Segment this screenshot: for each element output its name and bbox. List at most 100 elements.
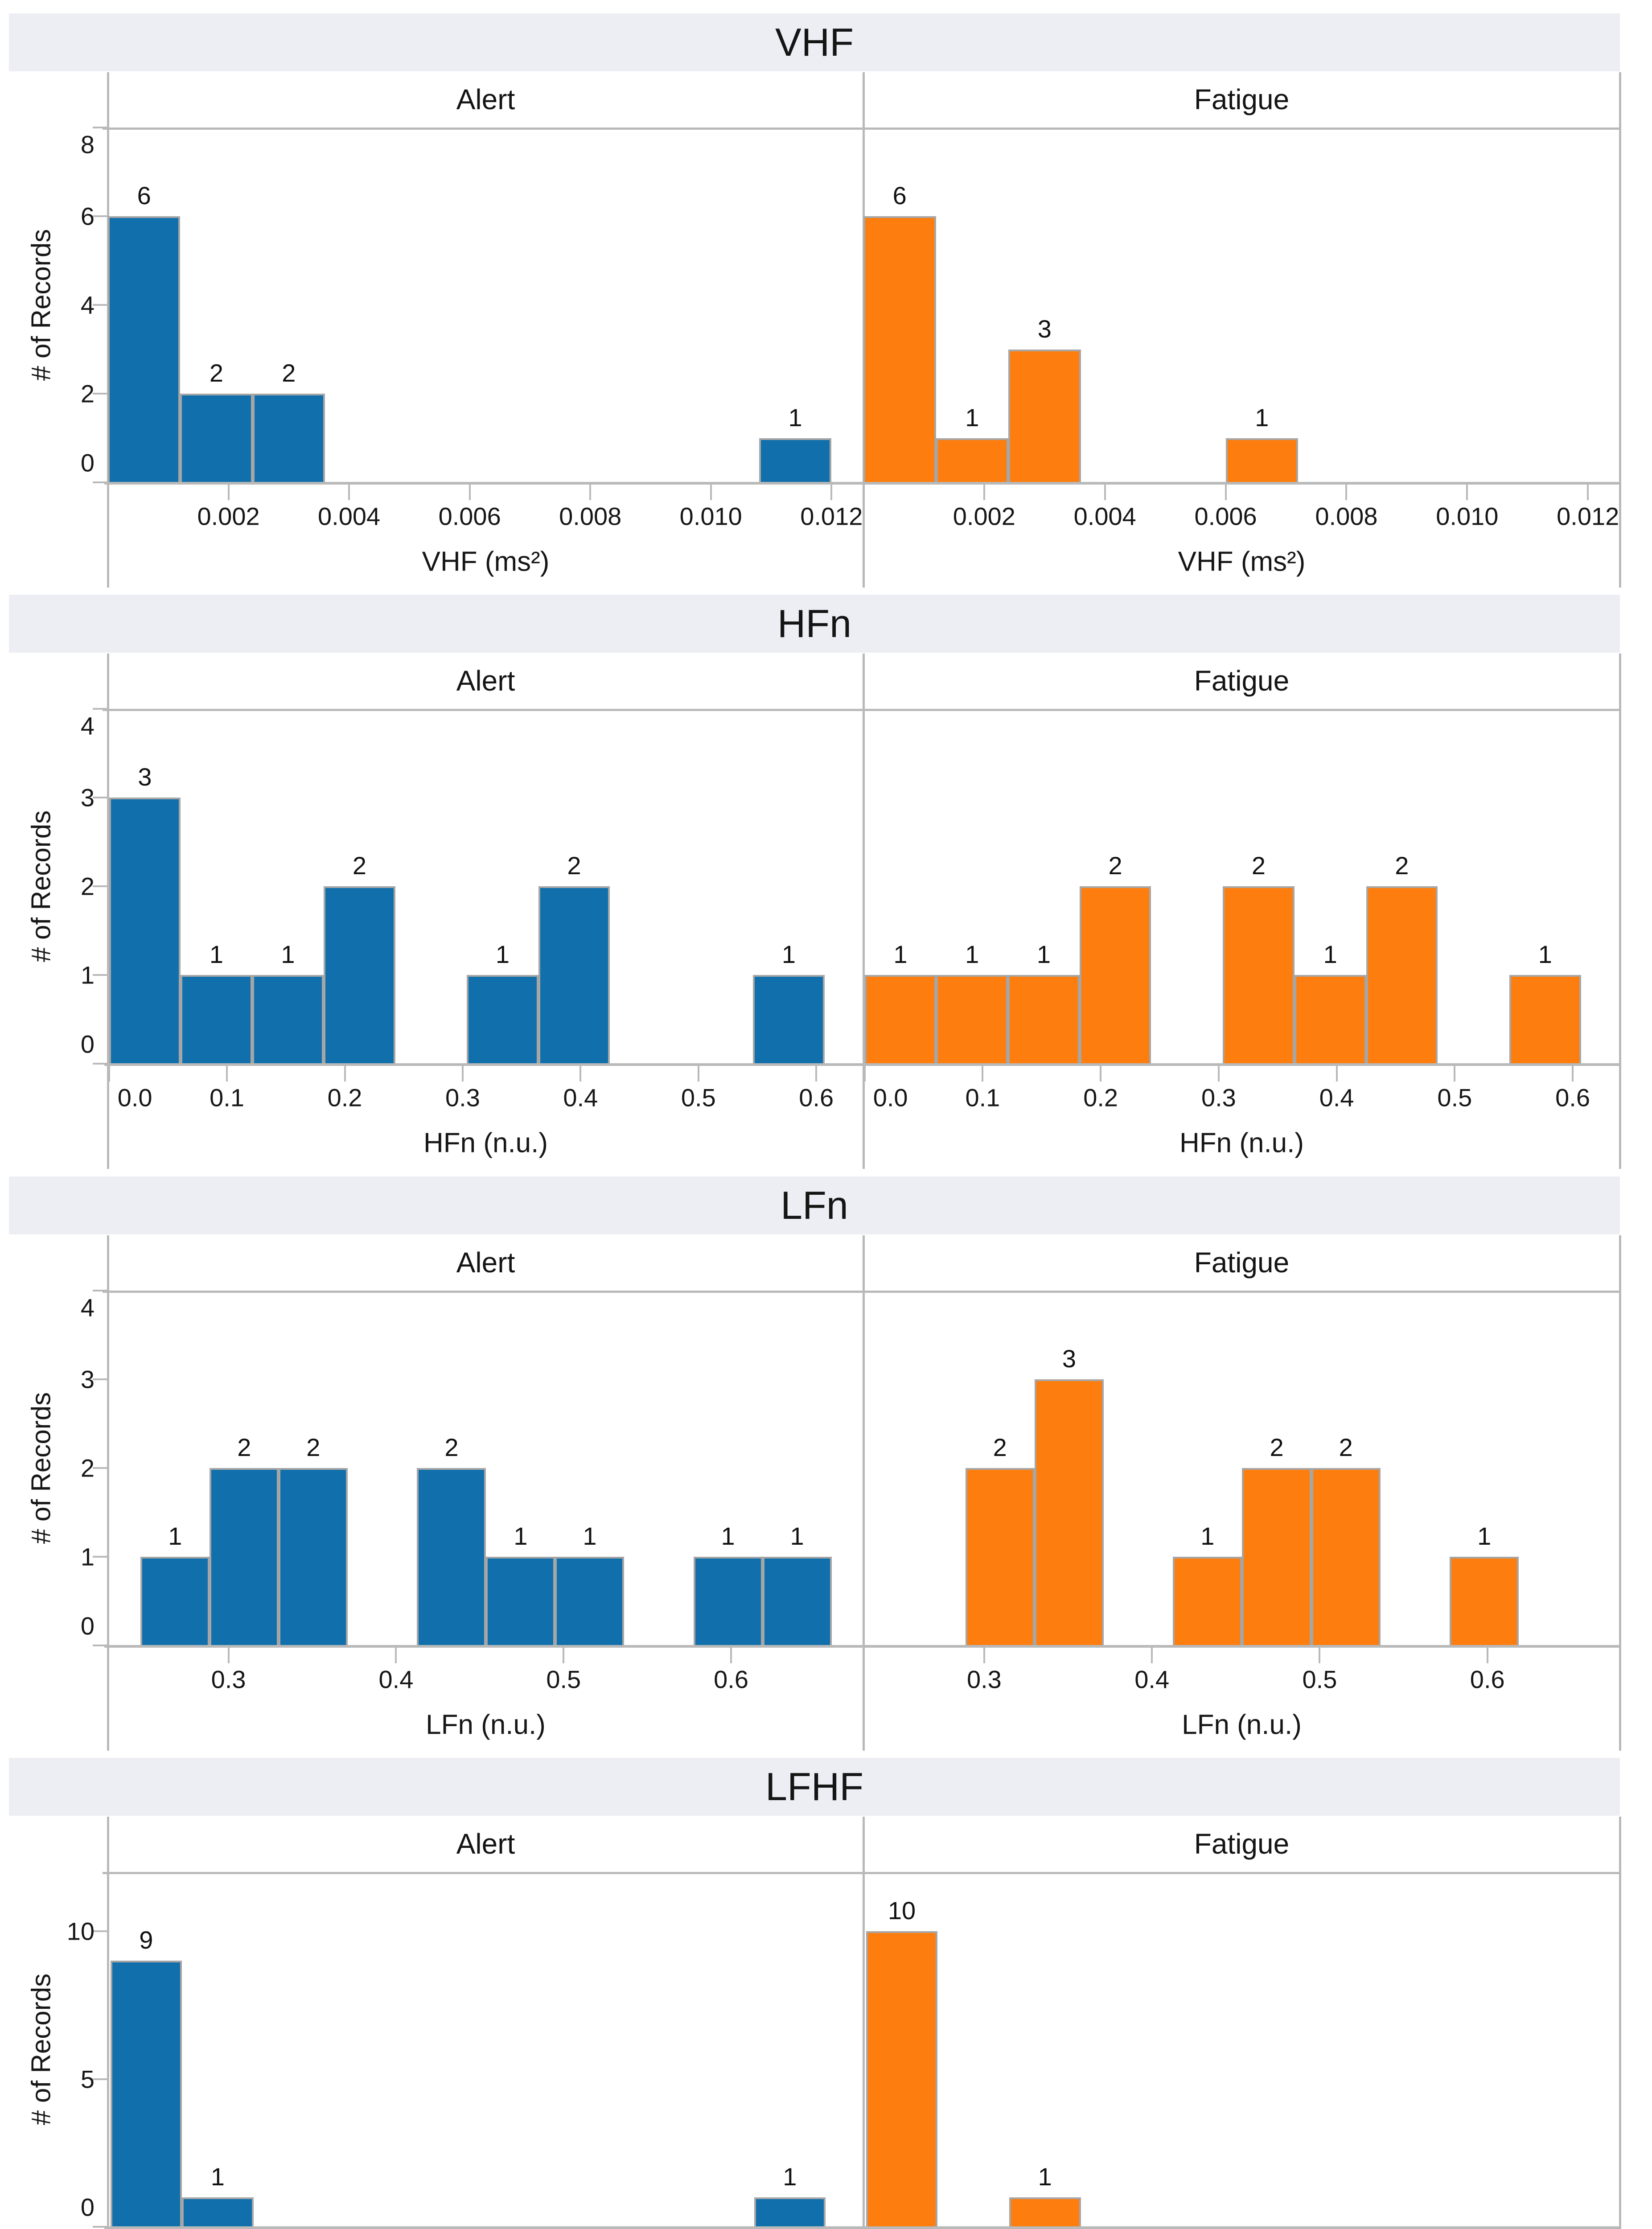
bar-count-label: 1 bbox=[281, 940, 295, 969]
histogram-bar-alert[interactable] bbox=[753, 975, 825, 1065]
y-tick-label: 2 bbox=[80, 1454, 95, 1482]
column-header-alert: Alert bbox=[456, 665, 515, 697]
histogram-bar-fatigue[interactable] bbox=[965, 1468, 1035, 1647]
y-axis-tick bbox=[93, 1644, 108, 1646]
column-divider-line bbox=[863, 1235, 865, 1751]
bar-count-label: 1 bbox=[1200, 1522, 1215, 1550]
histogram-bar-fatigue[interactable] bbox=[1294, 975, 1366, 1065]
x-tick-label: 0.010 bbox=[679, 502, 742, 531]
histogram-bar-alert[interactable] bbox=[210, 1468, 279, 1647]
histogram-bar-alert[interactable] bbox=[110, 1961, 182, 2229]
bar-count-label: 2 bbox=[1270, 1433, 1284, 1461]
plot-right-border bbox=[1619, 1817, 1621, 2229]
bar-count-label: 1 bbox=[583, 1522, 597, 1550]
y-tick-label: 0 bbox=[80, 2193, 95, 2221]
bar-count-label: 1 bbox=[965, 403, 979, 432]
histogram-bar-alert[interactable] bbox=[693, 1556, 763, 1647]
x-axis-tick bbox=[863, 1065, 866, 1082]
bar-count-label: 3 bbox=[138, 763, 152, 791]
histogram-bar-fatigue[interactable] bbox=[1009, 2197, 1081, 2229]
x-tick-label: 0.012 bbox=[1557, 502, 1619, 531]
histogram-bar-alert[interactable] bbox=[252, 394, 325, 484]
histogram-bar-fatigue[interactable] bbox=[1079, 886, 1151, 1065]
bar-count-label: 1 bbox=[1323, 940, 1337, 969]
histogram-bar-fatigue[interactable] bbox=[1223, 886, 1294, 1065]
histogram-bar-fatigue[interactable] bbox=[1242, 1468, 1311, 1647]
bar-count-label: 6 bbox=[137, 181, 151, 210]
histogram-bar-alert[interactable] bbox=[109, 798, 181, 1065]
histogram-bar-fatigue[interactable] bbox=[936, 438, 1009, 484]
x-axis-tick bbox=[1319, 1647, 1321, 1663]
histogram-bar-alert[interactable] bbox=[467, 975, 538, 1065]
histogram-bar-alert[interactable] bbox=[486, 1556, 555, 1647]
histogram-bar-alert[interactable] bbox=[759, 438, 832, 484]
panel-title: HFn bbox=[777, 601, 852, 646]
histogram-bar-alert[interactable] bbox=[108, 216, 181, 484]
x-tick-label: 0.004 bbox=[318, 502, 381, 531]
histogram-bar-fatigue[interactable] bbox=[936, 975, 1008, 1065]
bar-count-label: 1 bbox=[1255, 403, 1269, 432]
histogram-bar-alert[interactable] bbox=[762, 1556, 832, 1647]
column-header-fatigue: Fatigue bbox=[1194, 665, 1290, 697]
bar-count-label: 1 bbox=[1038, 2162, 1052, 2191]
x-axis-title-alert: HFn (n.u.) bbox=[423, 1127, 548, 1159]
histogram-bar-fatigue[interactable] bbox=[1008, 349, 1081, 484]
histogram-bar-alert[interactable] bbox=[180, 394, 253, 484]
x-tick-label: 0.006 bbox=[438, 502, 501, 531]
histogram-bar-fatigue[interactable] bbox=[1450, 1556, 1519, 1647]
y-axis-tick bbox=[93, 1289, 108, 1291]
plot-right-border bbox=[1619, 72, 1621, 588]
histogram-bar-alert[interactable] bbox=[754, 2197, 826, 2229]
y-axis-line bbox=[107, 654, 109, 1169]
histogram-bar-alert[interactable] bbox=[555, 1556, 625, 1647]
histogram-bar-alert[interactable] bbox=[181, 975, 252, 1065]
y-tick-label: 4 bbox=[80, 711, 95, 740]
histogram-bar-fatigue[interactable] bbox=[1509, 975, 1581, 1065]
histogram-bar-alert[interactable] bbox=[140, 1556, 210, 1647]
column-divider-line bbox=[863, 654, 865, 1169]
histogram-bar-fatigue[interactable] bbox=[1225, 438, 1299, 484]
x-axis-tick bbox=[108, 1065, 110, 1082]
histogram-bar-fatigue[interactable] bbox=[866, 1931, 938, 2229]
x-axis-tick bbox=[579, 1065, 582, 1082]
x-axis-tick bbox=[815, 1065, 818, 1082]
bar-count-label: 1 bbox=[721, 1522, 735, 1550]
histogram-bar-alert[interactable] bbox=[252, 975, 324, 1065]
y-tick-label: 3 bbox=[80, 783, 95, 812]
bar-count-label: 2 bbox=[1339, 1433, 1353, 1461]
x-axis-tick bbox=[1466, 484, 1468, 500]
bar-count-label: 9 bbox=[139, 1926, 153, 1954]
histogram-bar-fatigue[interactable] bbox=[1311, 1468, 1381, 1647]
histogram-bar-fatigue[interactable] bbox=[1173, 1556, 1242, 1647]
histogram-bar-alert[interactable] bbox=[538, 886, 610, 1065]
plot-top-border bbox=[103, 709, 1620, 711]
y-axis-title: # of Records bbox=[26, 1392, 56, 1544]
histogram-bar-fatigue[interactable] bbox=[863, 216, 936, 484]
x-tick-label: 0.3 bbox=[211, 1665, 246, 1694]
histogram-bar-alert[interactable] bbox=[182, 2197, 254, 2229]
bar-count-label: 1 bbox=[790, 1522, 804, 1550]
histogram-bar-fatigue[interactable] bbox=[1366, 886, 1438, 1065]
histogram-bar-alert[interactable] bbox=[279, 1468, 348, 1647]
panel-title: VHF bbox=[775, 20, 854, 64]
x-tick-label: 0.3 bbox=[1201, 1083, 1236, 1112]
histogram-bar-fatigue[interactable] bbox=[1008, 975, 1080, 1065]
histogram-bar-alert[interactable] bbox=[417, 1468, 486, 1647]
x-axis-tick bbox=[1454, 1065, 1456, 1082]
y-axis-tick bbox=[93, 797, 108, 799]
y-tick-label: 4 bbox=[80, 291, 95, 319]
bar-count-label: 10 bbox=[888, 1896, 916, 1925]
column-header-alert: Alert bbox=[456, 1828, 515, 1860]
y-tick-label: 2 bbox=[80, 872, 95, 901]
histogram-bar-fatigue[interactable] bbox=[864, 975, 937, 1065]
x-tick-label: 0.008 bbox=[1315, 502, 1378, 531]
histogram-bar-fatigue[interactable] bbox=[1034, 1379, 1104, 1647]
histogram-bar-alert[interactable] bbox=[324, 886, 395, 1065]
y-axis-tick bbox=[93, 304, 108, 306]
bar-count-label: 1 bbox=[495, 940, 510, 969]
x-axis-tick bbox=[1572, 1065, 1574, 1082]
x-axis-tick bbox=[1151, 1647, 1153, 1663]
y-tick-label: 1 bbox=[80, 1542, 95, 1571]
x-tick-label: 0.004 bbox=[1073, 502, 1136, 531]
